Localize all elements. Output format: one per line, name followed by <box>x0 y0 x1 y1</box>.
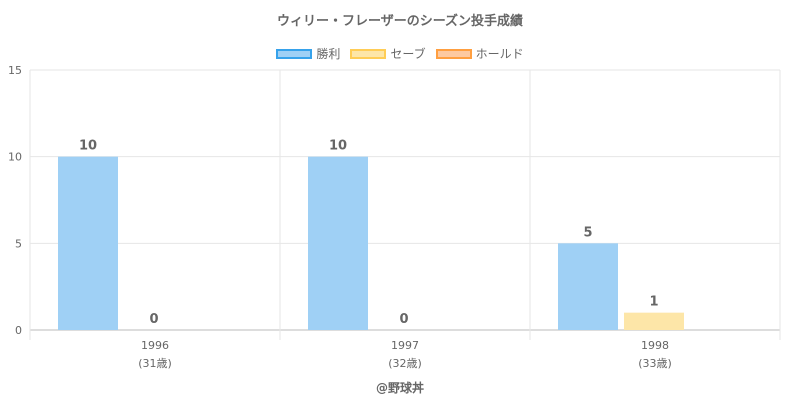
legend-swatch-wins <box>276 48 313 59</box>
credit-label: @野球丼 <box>375 381 424 395</box>
legend-item-wins[interactable]: 勝利 <box>276 45 340 62</box>
bar[interactable] <box>558 243 618 330</box>
legend-label-saves: セーブ <box>390 47 426 61</box>
y-tick-label: 5 <box>15 237 22 250</box>
y-tick-label: 0 <box>15 324 22 337</box>
legend-swatch-holds <box>435 48 472 59</box>
legend-label-holds: ホールド <box>475 47 524 61</box>
bar-value-label: 5 <box>583 225 592 240</box>
bar-value-label: 10 <box>79 139 97 154</box>
x-tick-label: 1997 <box>391 339 419 352</box>
bar-value-label: 0 <box>399 312 408 327</box>
y-tick-label: 10 <box>8 151 22 164</box>
legend-swatch-saves <box>350 48 387 59</box>
chart-title: ウィリー・フレーザーのシーズン投手成績 <box>276 14 524 29</box>
legend-item-holds[interactable]: ホールド <box>435 45 524 62</box>
legend: 勝利 セーブ ホールド <box>0 45 800 62</box>
x-tick-sublabel: (31歳) <box>138 357 172 370</box>
bar-value-label: 1 <box>649 295 658 310</box>
x-tick-sublabel: (33歳) <box>638 357 672 370</box>
legend-label-wins: 勝利 <box>316 47 341 61</box>
x-tick-sublabel: (32歳) <box>388 357 422 370</box>
bar-value-label: 10 <box>329 139 347 154</box>
bar-value-label: 0 <box>149 312 158 327</box>
bar[interactable] <box>308 156 368 330</box>
bar[interactable] <box>624 312 684 330</box>
bar[interactable] <box>58 156 118 330</box>
x-tick-label: 1998 <box>641 339 669 352</box>
legend-item-saves[interactable]: セーブ <box>350 45 426 62</box>
x-tick-label: 1996 <box>141 339 169 352</box>
y-tick-label: 15 <box>8 64 22 77</box>
